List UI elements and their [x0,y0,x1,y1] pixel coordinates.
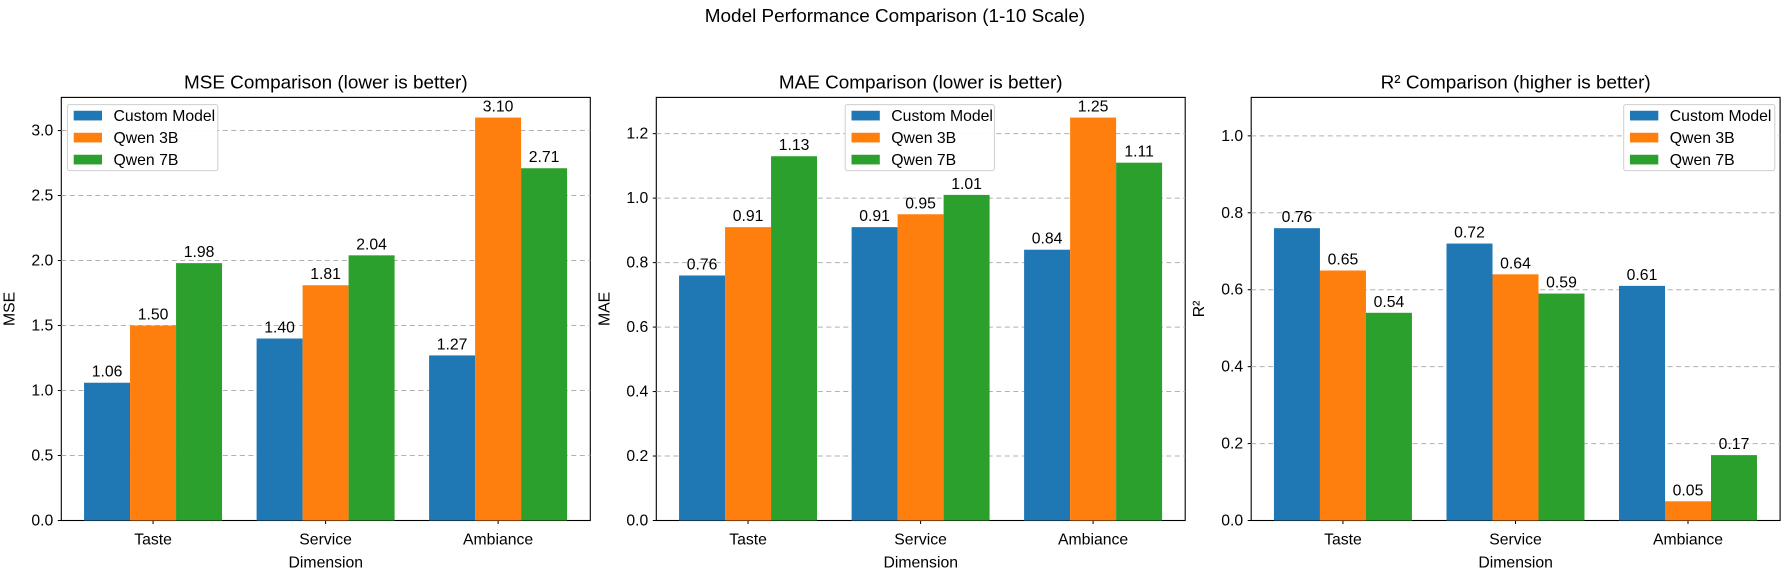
svg-text:MSE: MSE [1,292,18,326]
svg-text:0.4: 0.4 [1221,359,1243,376]
svg-text:0.05: 0.05 [1673,482,1704,499]
svg-text:0.8: 0.8 [1221,205,1243,222]
svg-text:MSE Comparison (lower is bette: MSE Comparison (lower is better) [184,72,468,93]
svg-text:Qwen 3B: Qwen 3B [114,130,179,147]
svg-text:0.61: 0.61 [1627,267,1658,284]
svg-text:Taste: Taste [1324,532,1362,549]
svg-text:2.04: 2.04 [356,236,387,253]
svg-text:Taste: Taste [729,532,767,549]
svg-text:0.91: 0.91 [859,208,890,225]
svg-text:Qwen 7B: Qwen 7B [114,152,179,169]
svg-text:0.72: 0.72 [1454,225,1485,242]
svg-text:0.5: 0.5 [31,448,53,465]
svg-text:0.0: 0.0 [626,513,648,530]
svg-text:R²: R² [1191,301,1208,318]
svg-text:0.2: 0.2 [1221,436,1243,453]
svg-text:Service: Service [894,532,947,549]
svg-text:0.65: 0.65 [1328,251,1359,268]
svg-text:2.71: 2.71 [529,149,560,166]
svg-text:0.6: 0.6 [1221,282,1243,299]
svg-text:Model Performance Comparison (: Model Performance Comparison (1-10 Scale… [705,6,1085,27]
svg-text:Ambiance: Ambiance [463,532,533,549]
svg-text:1.81: 1.81 [310,266,341,283]
svg-text:0.76: 0.76 [1282,209,1313,226]
svg-text:0.84: 0.84 [1032,231,1063,248]
svg-text:1.40: 1.40 [264,320,295,337]
svg-text:2.5: 2.5 [31,188,53,205]
svg-text:1.0: 1.0 [31,383,53,400]
svg-text:0.59: 0.59 [1546,275,1577,292]
svg-text:3.10: 3.10 [483,99,514,116]
svg-text:1.06: 1.06 [92,364,123,381]
svg-text:0.0: 0.0 [1221,513,1243,530]
svg-text:0.2: 0.2 [626,448,648,465]
svg-text:Qwen 7B: Qwen 7B [891,152,956,169]
svg-text:1.2: 1.2 [626,126,648,143]
svg-text:Qwen 3B: Qwen 3B [891,130,956,147]
svg-text:Ambiance: Ambiance [1058,532,1128,549]
svg-text:Custom Model: Custom Model [114,108,216,125]
svg-text:Qwen 3B: Qwen 3B [1670,130,1735,147]
svg-text:1.50: 1.50 [138,307,169,324]
svg-text:Service: Service [299,532,352,549]
svg-text:0.54: 0.54 [1374,294,1405,311]
svg-text:1.0: 1.0 [1221,128,1243,145]
svg-text:Qwen 7B: Qwen 7B [1670,152,1735,169]
svg-text:R² Comparison (higher is bette: R² Comparison (higher is better) [1381,72,1651,93]
svg-text:1.0: 1.0 [626,190,648,207]
svg-text:Service: Service [1489,532,1542,549]
svg-text:0.4: 0.4 [626,384,648,401]
svg-text:0.91: 0.91 [733,208,764,225]
svg-text:Custom Model: Custom Model [1670,108,1772,125]
svg-text:Taste: Taste [134,532,172,549]
svg-text:3.0: 3.0 [31,123,53,140]
svg-text:0.8: 0.8 [626,255,648,272]
svg-text:2.0: 2.0 [31,253,53,270]
svg-text:1.11: 1.11 [1124,144,1154,161]
svg-text:1.25: 1.25 [1078,99,1109,116]
svg-text:MAE: MAE [596,292,613,326]
svg-text:Ambiance: Ambiance [1653,532,1723,549]
svg-text:1.5: 1.5 [31,318,53,335]
svg-text:Custom Model: Custom Model [891,108,993,125]
svg-text:1.13: 1.13 [779,137,810,154]
svg-text:0.6: 0.6 [626,319,648,336]
svg-text:0.0: 0.0 [31,513,53,530]
svg-text:Dimension: Dimension [1478,555,1552,572]
svg-text:MAE Comparison (lower is bette: MAE Comparison (lower is better) [779,72,1063,93]
svg-text:0.64: 0.64 [1500,255,1531,272]
svg-text:1.98: 1.98 [184,244,215,261]
svg-text:0.76: 0.76 [687,257,718,274]
svg-text:0.95: 0.95 [905,195,936,212]
svg-text:0.17: 0.17 [1719,436,1750,453]
svg-text:Dimension: Dimension [289,555,363,572]
svg-text:1.27: 1.27 [437,336,468,353]
svg-text:1.01: 1.01 [951,176,982,193]
svg-text:Dimension: Dimension [884,555,958,572]
